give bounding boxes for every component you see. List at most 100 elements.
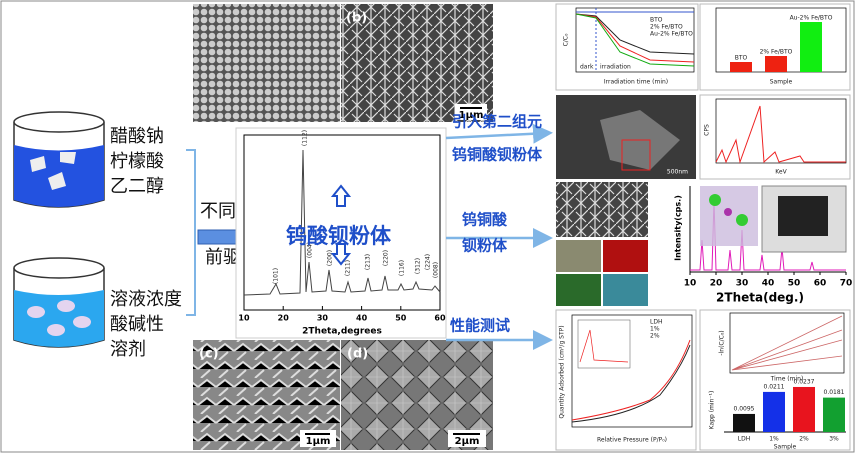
legend-text: LDH xyxy=(650,319,662,326)
xrd-panel xyxy=(235,127,447,339)
bar-label: 2% Fe/BTO xyxy=(760,49,793,56)
x-axis-title: Irradiation time (min) xyxy=(604,79,668,86)
instrument xyxy=(778,196,828,236)
reagent: 柠檬酸 xyxy=(110,151,164,172)
xrd-axes xyxy=(243,134,441,311)
arrow-label: 钨铜酸钡粉体 xyxy=(452,146,543,164)
inset-box xyxy=(621,139,651,171)
x-tick-label: 20 xyxy=(278,314,290,323)
bar xyxy=(733,413,755,432)
legend-text: Au-2% Fe/BTO xyxy=(650,31,693,38)
peak-label: (008) xyxy=(433,262,440,278)
panel-label: (b) xyxy=(346,11,367,26)
y-axis-title: Kapp (min⁻¹) xyxy=(709,391,716,430)
inset xyxy=(577,319,631,369)
arrow-up xyxy=(330,184,352,207)
map-image xyxy=(556,274,601,306)
crystal-structure xyxy=(700,186,758,246)
x-axis-title: Sample xyxy=(770,79,793,86)
scale-label: 1μm xyxy=(459,110,484,121)
legend-text: BTO xyxy=(650,17,663,24)
panel-b xyxy=(699,3,851,91)
x-tick-label: 10 xyxy=(684,279,697,289)
bar xyxy=(800,22,822,72)
peak-label: (224) xyxy=(425,254,432,270)
sem-image xyxy=(556,182,648,237)
panel-label: (c) xyxy=(199,347,219,362)
y-axis-title: CPS xyxy=(704,124,711,136)
peak-label: (004) xyxy=(307,242,314,258)
inset-curve xyxy=(579,329,629,363)
xrd-curve xyxy=(243,149,441,296)
peak-label: (213) xyxy=(365,254,372,270)
product-label: 钨酸钡粉体 xyxy=(286,224,392,248)
eds-panel xyxy=(699,94,851,180)
x-axis-title: Time (min) xyxy=(770,376,804,383)
y-axis-title: C/C₀ xyxy=(563,33,570,46)
arrow xyxy=(445,123,553,144)
scale-label: 500nm xyxy=(667,169,688,176)
bar-value: 0.0237 xyxy=(794,378,815,385)
bet-panel xyxy=(555,309,697,451)
map-image xyxy=(556,240,601,272)
bar xyxy=(730,62,752,72)
beaker-bottom xyxy=(13,257,105,348)
annotation: dark xyxy=(580,64,594,71)
legend-text: 1% xyxy=(650,326,660,333)
bar xyxy=(763,391,785,432)
legend-text: 2% Fe/BTO xyxy=(650,24,683,31)
x-tick-label: 30 xyxy=(736,279,749,289)
x-tick-label: 3% xyxy=(829,436,839,443)
condition: 溶液浓度 xyxy=(110,289,182,310)
x-tick-label: 30 xyxy=(317,314,329,323)
map-image xyxy=(603,274,648,306)
bar xyxy=(793,386,815,432)
x-tick-label: 60 xyxy=(434,314,446,323)
peak-label: (220) xyxy=(383,250,390,266)
x-tick-label: 40 xyxy=(762,279,775,289)
x-axis-title: 2Theta,degrees xyxy=(302,327,382,337)
peak-label: (312) xyxy=(415,258,422,274)
x-tick-label: 2% xyxy=(799,436,809,443)
fit-lines xyxy=(731,315,843,371)
axes xyxy=(571,314,693,428)
x-tick-label: 50 xyxy=(788,279,801,289)
x-tick-label: 20 xyxy=(710,279,723,289)
y-axis-title: Quantity Adsorbed (cm³/g STP) xyxy=(559,325,566,418)
x-tick-label: 60 xyxy=(814,279,827,289)
annotation: irradiation xyxy=(600,64,631,71)
arrow-label: 钨铜酸 xyxy=(462,211,508,229)
series-line xyxy=(575,13,695,67)
panel-a xyxy=(555,3,699,91)
map-image xyxy=(603,240,648,272)
y-axis-title: Intensity(cps.) xyxy=(674,195,683,261)
isotherm xyxy=(571,344,691,423)
eds-curve xyxy=(715,105,846,164)
isotherm xyxy=(571,339,691,421)
condition: 酸碱性 xyxy=(110,314,164,335)
peak-label: (200) xyxy=(327,250,334,266)
micrograph-a xyxy=(193,4,340,122)
bar-value: 0.0181 xyxy=(824,389,845,396)
bar xyxy=(823,397,845,432)
series-line xyxy=(575,13,695,63)
series-line xyxy=(575,13,695,55)
x-axis-title: Relative Pressure (P/P₀) xyxy=(597,437,667,444)
bracket xyxy=(186,149,196,316)
peak-label: (116) xyxy=(399,260,406,276)
arrow-down xyxy=(330,243,352,266)
x-tick-label: LDH xyxy=(738,436,750,443)
peak-label: (211) xyxy=(345,260,352,276)
axes xyxy=(575,7,695,73)
condition: 溶剂 xyxy=(110,339,146,360)
x-tick-label: 1% xyxy=(769,436,779,443)
axes xyxy=(715,98,847,164)
bar-label: BTO xyxy=(735,55,748,62)
scale-label: 2μm xyxy=(455,436,480,447)
bar-label: Au-2% Fe/BTO xyxy=(790,15,833,22)
arrow-label: 引入第二组元 xyxy=(452,113,542,131)
x-axis-title: KeV xyxy=(775,169,787,176)
x-tick-label: 40 xyxy=(356,314,368,323)
